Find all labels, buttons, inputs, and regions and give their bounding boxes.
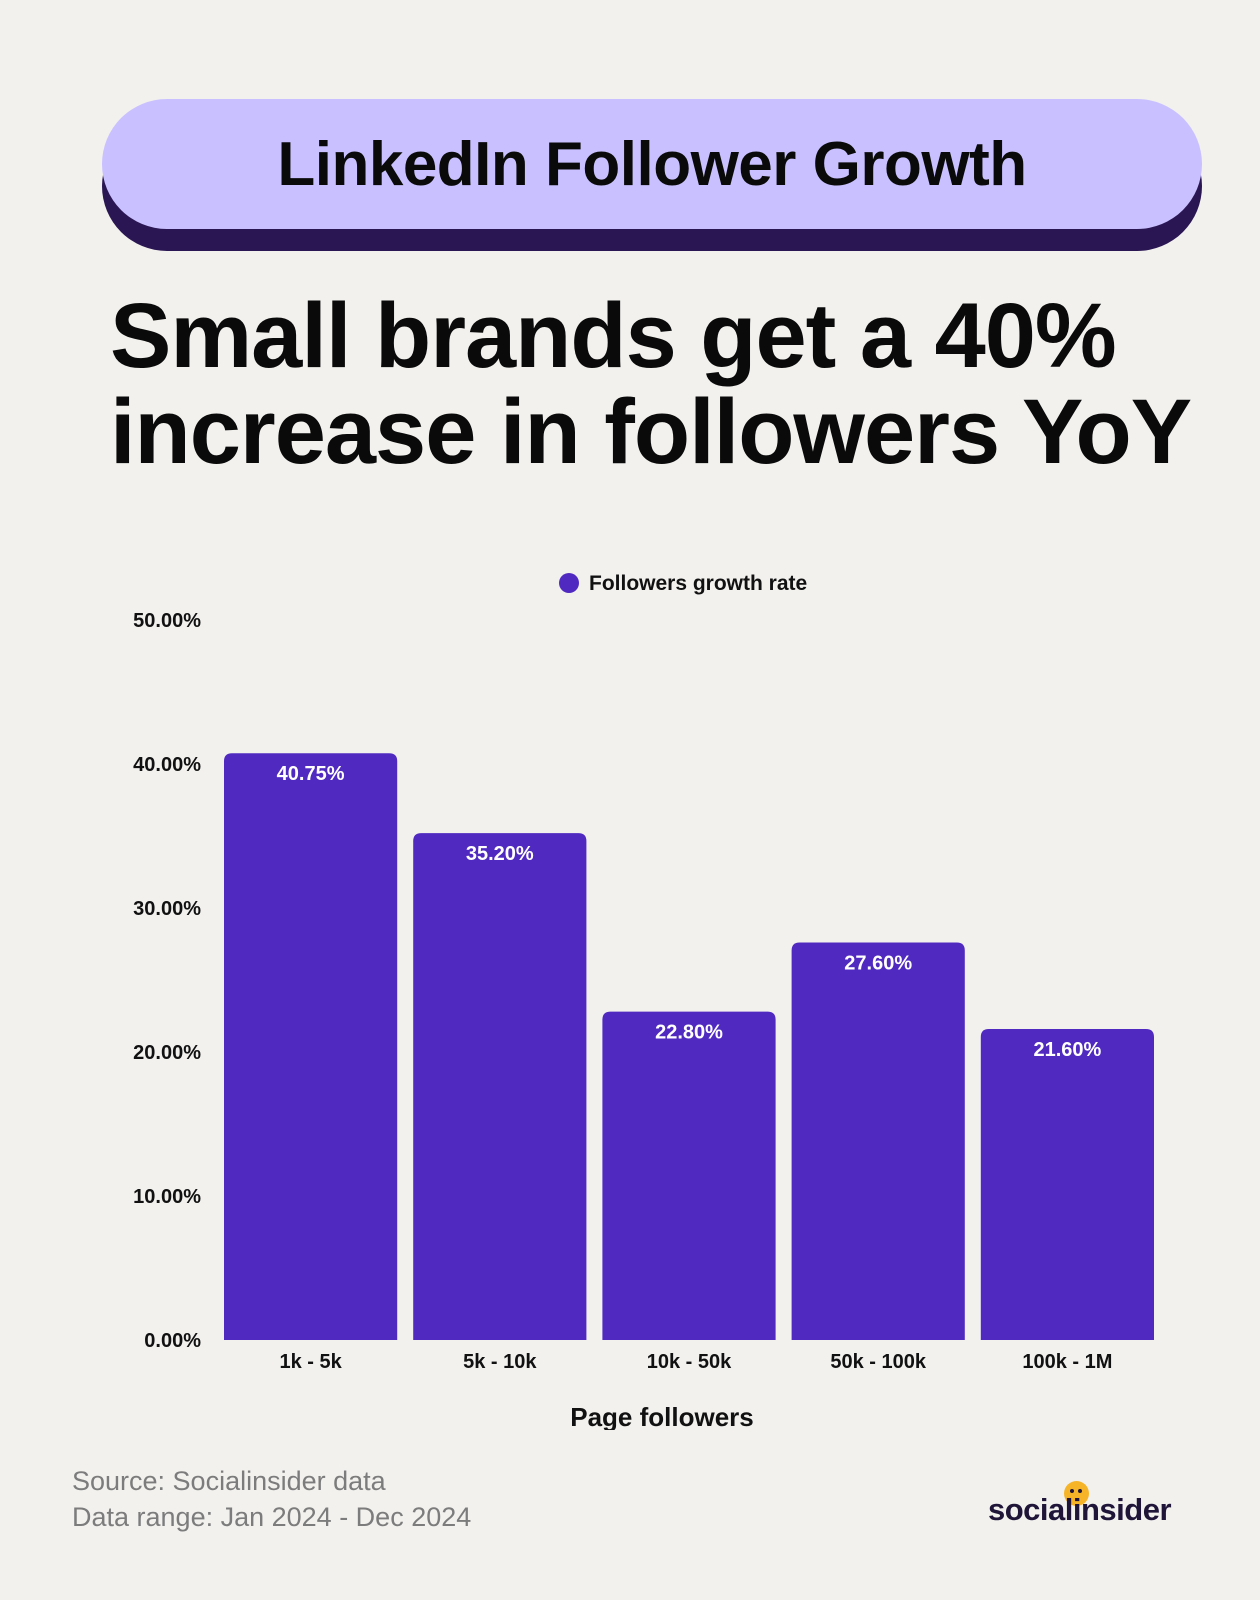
bar-value-label: 21.60% — [1033, 1039, 1101, 1061]
x-tick-label: 5k - 10k — [463, 1351, 537, 1373]
y-tick-label: 40.00% — [133, 754, 201, 776]
headline: Small brands get a 40% increase in follo… — [110, 288, 1230, 480]
footer: Source: Socialinsider data Data range: J… — [72, 1463, 471, 1535]
bar-value-label: 40.75% — [277, 763, 345, 785]
x-tick-label: 50k - 100k — [830, 1351, 927, 1373]
x-tick-label: 100k - 1M — [1022, 1351, 1112, 1373]
banner-title: LinkedIn Follower Growth — [277, 129, 1027, 199]
headline-line-1: Small brands get a 40% — [110, 285, 1117, 387]
bar-value-label: 35.20% — [466, 843, 534, 865]
x-axis-title: Page followers — [570, 1402, 754, 1430]
y-tick-label: 10.00% — [133, 1186, 201, 1208]
x-tick-label: 10k - 50k — [647, 1351, 732, 1373]
logo-text: socialinsider — [988, 1492, 1172, 1527]
logo-face-icon — [1064, 1481, 1089, 1506]
bar — [413, 833, 587, 1340]
x-axis: 1k - 5k 5k - 10k 10k - 50k 50k - 100k 100k -… — [279, 1351, 1112, 1373]
bars: 40.75% 35.20% 22.80% 27.60% 21.60% — [224, 753, 1154, 1340]
data-range-note: Data range: Jan 2024 - Dec 2024 — [72, 1502, 472, 1532]
y-axis: 0.00% 10.00% 20.00% 30.00% 40.00% 50.00% — [133, 610, 201, 1352]
bar — [602, 1011, 776, 1340]
legend-label: Followers growth rate — [589, 572, 807, 595]
source-note: Source: Socialinsider data — [72, 1466, 386, 1496]
bar-value-label: 27.60% — [844, 953, 912, 975]
bar — [791, 942, 965, 1340]
banner: LinkedIn Follower Growth — [102, 99, 1202, 251]
bar-chart: Followers growth rate 0.00% 10.00% 20.00% 3… — [133, 572, 1154, 1430]
banner-pill: LinkedIn Follower Growth — [102, 99, 1202, 229]
legend-marker — [559, 573, 579, 593]
y-tick-label: 50.00% — [133, 610, 201, 632]
headline-line-2: increase in followers YoY — [110, 381, 1192, 483]
brand-logo: socialinsider — [988, 1478, 1178, 1538]
y-tick-label: 30.00% — [133, 898, 201, 920]
bar-value-label: 22.80% — [655, 1022, 723, 1044]
y-tick-label: 0.00% — [144, 1330, 201, 1352]
y-tick-label: 20.00% — [133, 1042, 201, 1064]
bar — [224, 753, 398, 1340]
chart-legend: Followers growth rate — [559, 572, 807, 595]
bar — [980, 1028, 1154, 1340]
x-tick-label: 1k - 5k — [279, 1351, 342, 1373]
